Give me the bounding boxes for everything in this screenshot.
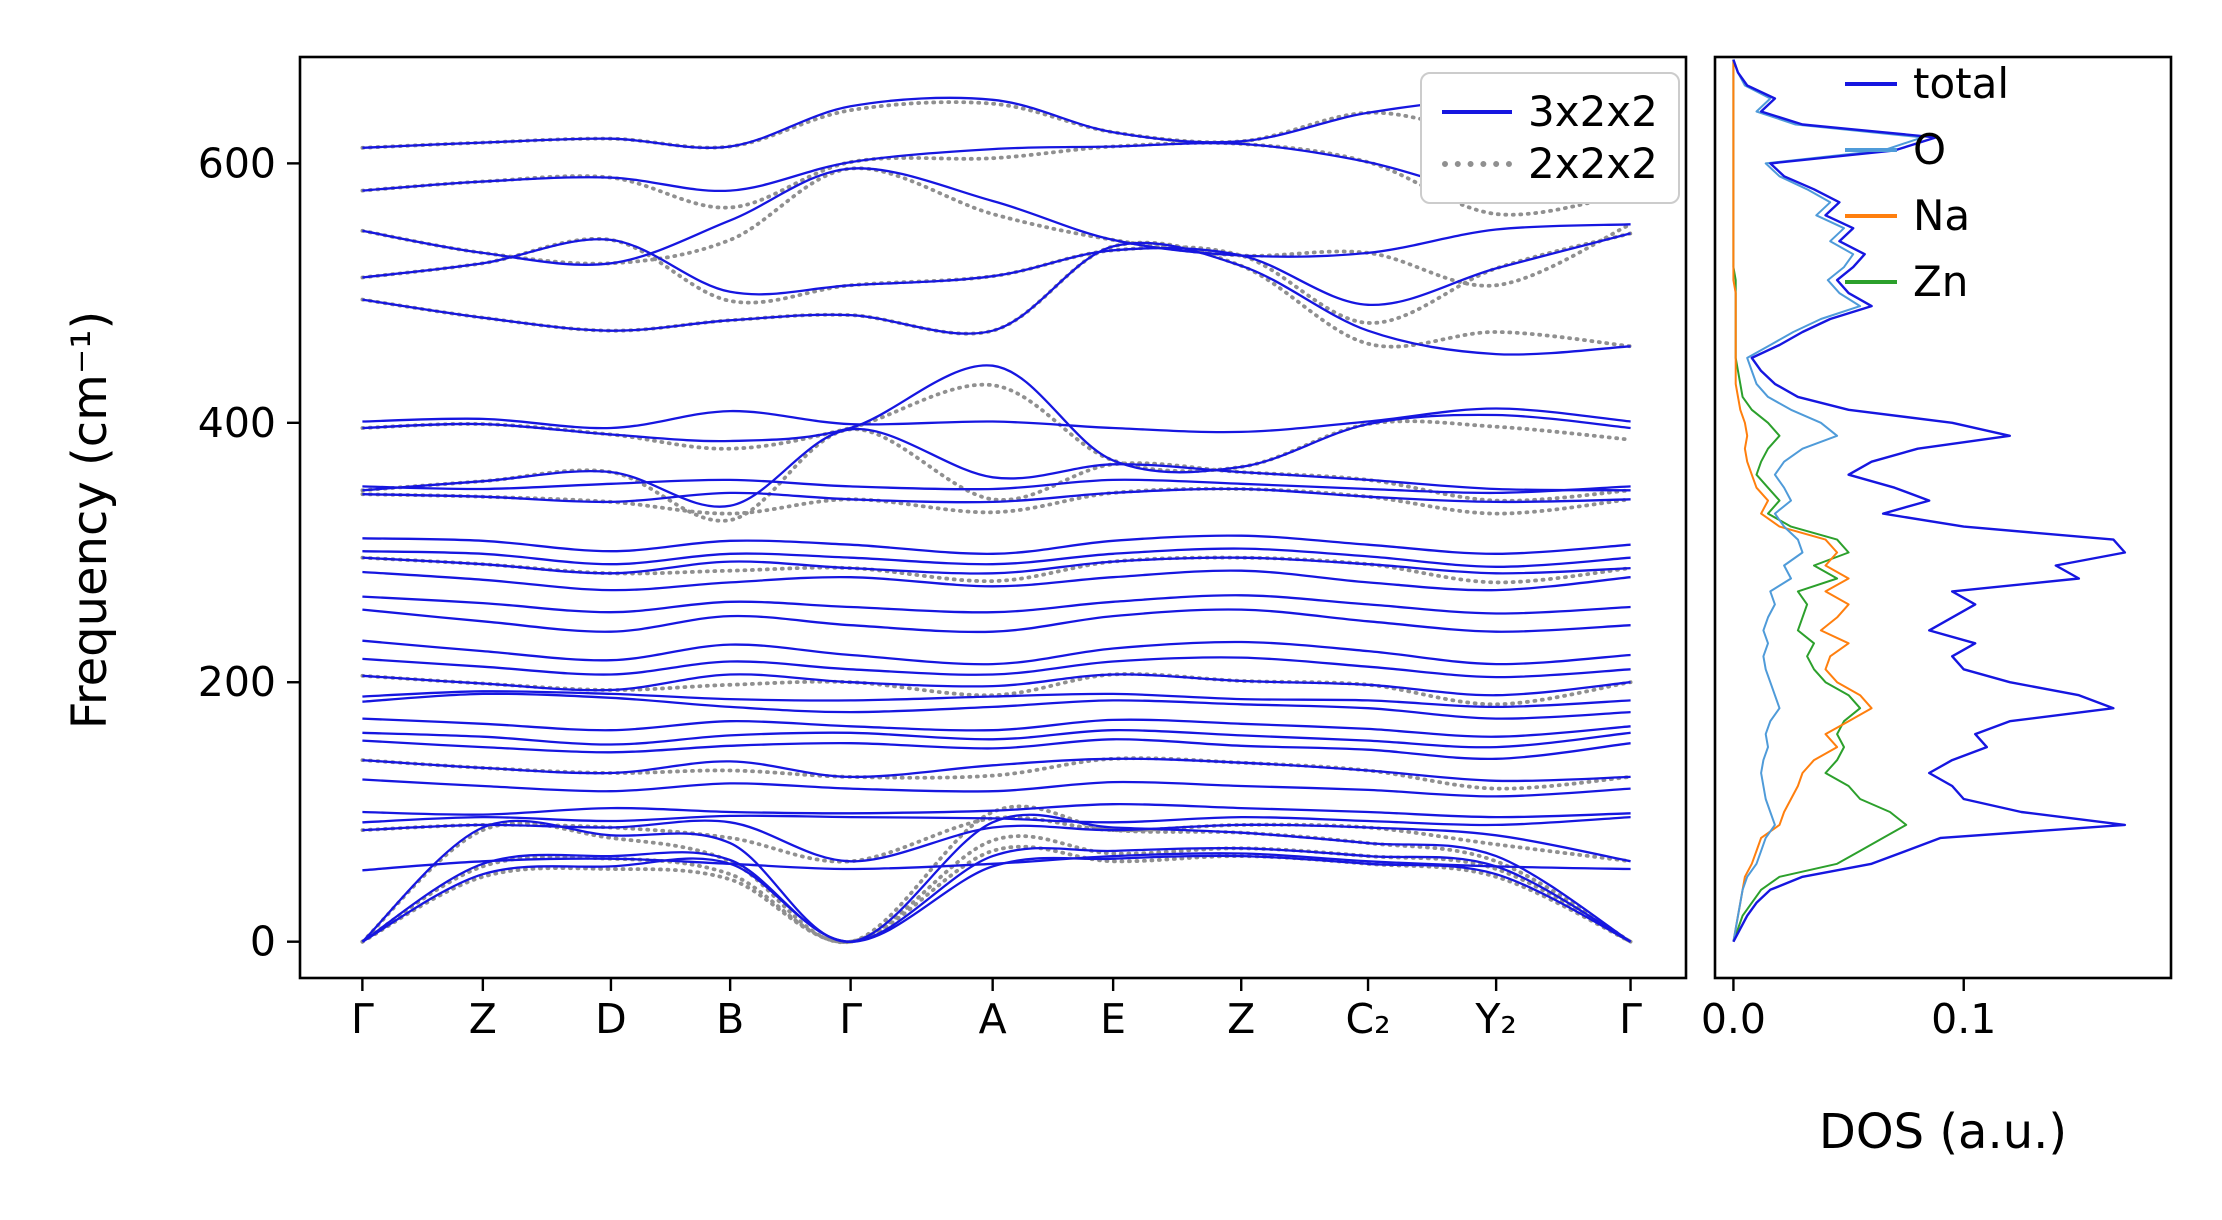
kpoint-tick-label: Γ xyxy=(351,995,374,1043)
band-curve-3x2x2 xyxy=(362,717,1631,738)
band-curve-3x2x2 xyxy=(362,534,1631,555)
dos-curve-total xyxy=(1732,59,2127,943)
dos-panel-frame xyxy=(1713,55,2173,980)
band-curve-2x2x2 xyxy=(360,672,1633,707)
kpoint-tick-label: Y₂ xyxy=(1474,995,1516,1043)
band-curve-2x2x2 xyxy=(360,844,1633,944)
legend-entry-na: Na xyxy=(1845,192,2009,240)
legend-label-total: total xyxy=(1913,59,2010,108)
kpoint-tick-label: E xyxy=(1100,995,1126,1043)
axis-ticks: 0 200 400 600 Γ Z D B Γ A E Z C₂ Y₂ Γ 0.0 0.1 xyxy=(198,139,1997,1043)
y-tick-label: 400 xyxy=(198,399,276,447)
band-curve-3x2x2 xyxy=(362,673,1631,697)
band-curve-3x2x2 xyxy=(361,854,1632,943)
solid-line-icon xyxy=(1442,110,1512,114)
dos-x-axis-label: DOS (a.u.) xyxy=(1818,1104,2068,1160)
band-curve-3x2x2 xyxy=(362,819,1631,863)
dos-curve-Na xyxy=(1732,59,1873,942)
legend-entry-zn: Zn xyxy=(1845,258,2009,306)
kpoint-tick-label: A xyxy=(979,995,1007,1043)
y-axis-label: Frequency (cm⁻¹) xyxy=(62,310,118,730)
band-curve-3x2x2 xyxy=(362,364,1631,474)
band-curve-3x2x2 xyxy=(362,478,1631,495)
legend-label-o: O xyxy=(1913,125,1947,174)
band-curve-3x2x2 xyxy=(362,690,1631,709)
dos-tick-label: 0.0 xyxy=(1701,995,1766,1043)
y-tick-label: 600 xyxy=(198,139,276,187)
band-curve-2x2x2 xyxy=(360,756,1633,791)
band-curve-3x2x2 xyxy=(362,407,1631,434)
band-curve-3x2x2 xyxy=(362,608,1631,634)
band-curve-3x2x2 xyxy=(362,728,1631,749)
band-curve-3x2x2 xyxy=(362,556,1631,575)
band-curve-3x2x2 xyxy=(362,241,1631,356)
legend-label-2x2x2: 2x2x2 xyxy=(1528,139,1658,188)
band-curve-3x2x2 xyxy=(362,852,1631,872)
band-curve-3x2x2 xyxy=(362,167,1631,266)
band-curve-2x2x2 xyxy=(360,166,1633,288)
legend-label-zn: Zn xyxy=(1913,257,1969,306)
kpoint-tick-label: Z xyxy=(469,995,497,1043)
dotted-line-icon xyxy=(1442,161,1512,167)
band-curve-2x2x2 xyxy=(360,240,1633,349)
band-curve-3x2x2 xyxy=(362,232,1631,306)
band-curve-3x2x2 xyxy=(362,692,1631,720)
dos-curve-O xyxy=(1732,59,1924,942)
band-curve-3x2x2 xyxy=(361,813,1632,943)
zn-line-icon xyxy=(1845,280,1897,284)
band-curve-3x2x2 xyxy=(362,141,1631,198)
band-curve-2x2x2 xyxy=(360,486,1633,516)
legend-entry-2x2x2: 2x2x2 xyxy=(1442,138,1658,190)
band-curve-2x2x2 xyxy=(360,427,1633,523)
band-curves xyxy=(360,96,1633,945)
band-curve-3x2x2 xyxy=(362,778,1631,798)
band-curve-2x2x2 xyxy=(360,140,1633,217)
band-curve-3x2x2 xyxy=(362,594,1631,615)
na-line-icon xyxy=(1845,214,1897,218)
dos-legend: total O Na Zn xyxy=(1845,60,2009,324)
band-curve-3x2x2 xyxy=(362,757,1631,783)
band-curve-3x2x2 xyxy=(362,802,1631,819)
band-curve-3x2x2 xyxy=(362,547,1631,568)
band-curve-3x2x2 xyxy=(362,427,1631,508)
y-tick-label: 200 xyxy=(198,658,276,706)
total-line-icon xyxy=(1845,82,1897,86)
band-curve-3x2x2 xyxy=(362,814,1631,827)
kpoint-tick-label: Z xyxy=(1227,995,1255,1043)
kpoint-tick-label: Γ xyxy=(839,995,862,1043)
band-curve-3x2x2 xyxy=(362,569,1631,592)
kpoint-tick-label: C₂ xyxy=(1346,995,1391,1043)
band-curve-3x2x2 xyxy=(362,96,1631,149)
dos-tick-label: 0.1 xyxy=(1931,995,1996,1043)
band-curve-3x2x2 xyxy=(362,656,1631,679)
band-legend: 3x2x2 2x2x2 xyxy=(1420,72,1680,204)
band-curve-3x2x2 xyxy=(361,846,1632,943)
legend-entry-3x2x2: 3x2x2 xyxy=(1442,86,1658,138)
dos-curves xyxy=(1732,59,2127,943)
kpoint-tick-label: Γ xyxy=(1619,995,1642,1043)
band-curve-2x2x2 xyxy=(360,834,1633,944)
kpoint-tick-label: B xyxy=(716,995,744,1043)
band-panel-frame xyxy=(298,55,1688,980)
kpoint-tick-label: D xyxy=(595,995,627,1043)
legend-entry-total: total xyxy=(1845,60,2009,108)
band-curve-2x2x2 xyxy=(360,804,1633,945)
legend-label-3x2x2: 3x2x2 xyxy=(1528,87,1658,136)
band-curve-3x2x2 xyxy=(362,487,1631,504)
legend-label-na: Na xyxy=(1913,191,1971,240)
y-tick-label: 0 xyxy=(250,918,276,966)
band-curve-3x2x2 xyxy=(362,639,1631,666)
legend-entry-o: O xyxy=(1845,126,2009,174)
band-curve-3x2x2 xyxy=(362,738,1631,761)
band-curve-2x2x2 xyxy=(360,382,1633,474)
o-line-icon xyxy=(1845,148,1897,152)
